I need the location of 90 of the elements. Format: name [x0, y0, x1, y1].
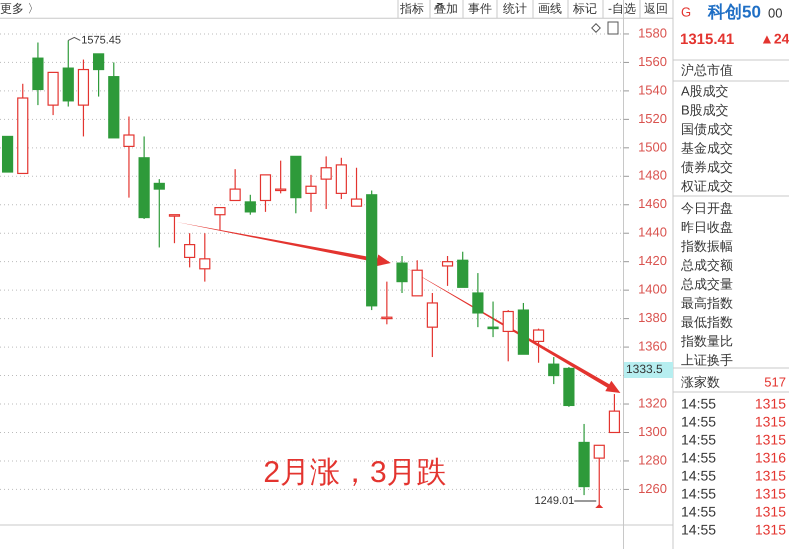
candlestick: [320, 156, 332, 210]
y-tick-label: 1260: [638, 480, 667, 496]
candlestick: [396, 255, 408, 294]
text: 指数振幅: [680, 238, 733, 254]
candlestick: [350, 167, 362, 207]
text: 总成交额: [680, 257, 733, 272]
y-tick-label: 1540: [638, 82, 667, 98]
y-tick-label: 1320: [638, 395, 667, 410]
candlestick: [381, 281, 392, 325]
text: 标记: [572, 2, 597, 16]
y-tick-label: 1420: [638, 253, 667, 268]
text: 517: [764, 374, 786, 390]
text: 最高指数: [681, 295, 733, 310]
y-tick-label: 1380: [638, 310, 667, 326]
text: 指数量比: [680, 333, 733, 348]
candlestick: [502, 309, 514, 362]
annotation: 1249.01: [534, 494, 574, 507]
text: G: [681, 4, 692, 20]
candlestick: [275, 160, 286, 194]
text: 画线: [538, 2, 562, 16]
text: 指标: [399, 2, 424, 16]
text: A股成交: [681, 83, 729, 98]
candlestick: [184, 232, 196, 268]
text: 1315: [754, 396, 786, 412]
text: 14:55: [681, 450, 716, 466]
text: 权证成交: [680, 178, 733, 194]
text: 14:55: [681, 414, 716, 430]
text: 1315: [754, 468, 786, 484]
y-tick-label: 1300: [638, 424, 667, 439]
y-tick-label: 1580: [638, 25, 667, 40]
text: 1315.41: [680, 30, 734, 48]
text: 更多 〉: [0, 2, 40, 16]
candlestick: [244, 194, 256, 216]
text: 14:55: [681, 432, 716, 448]
text: 1333.5: [626, 362, 664, 376]
text: 1315: [754, 522, 786, 538]
candlestick: [168, 214, 180, 244]
text: 上证换手: [681, 352, 733, 368]
y-tick-label: 1480: [638, 168, 667, 183]
text: ▲24: [760, 30, 789, 47]
annotation: 1575.45: [81, 34, 122, 46]
text: 1315: [754, 504, 786, 520]
text: 1315: [754, 432, 786, 448]
y-tick-label: 1360: [638, 338, 667, 354]
y-tick-label: 1460: [638, 196, 667, 212]
text: 叠加: [434, 2, 458, 16]
text: 债券成交: [681, 159, 733, 174]
candlestick: [442, 255, 454, 286]
candlestick: [608, 393, 620, 434]
text: 00: [768, 5, 782, 20]
text: 沪总市值: [681, 62, 733, 78]
text: 1315: [754, 414, 786, 430]
text: 14:55: [681, 468, 716, 484]
y-tick-label: 1500: [638, 139, 667, 154]
text: -自选: [608, 2, 636, 16]
candlestick: [154, 178, 165, 248]
y-tick-label: 1520: [638, 110, 667, 126]
candlestick: [532, 328, 544, 364]
annotation: 2月涨，3月跌: [263, 456, 447, 489]
text: 昨日收盘: [681, 219, 733, 234]
y-tick-label: 1440: [638, 224, 667, 240]
text: 最低指数: [681, 314, 733, 330]
text: 国债成交: [681, 121, 733, 136]
y-tick-label: 1280: [638, 452, 667, 468]
text: 14:55: [681, 396, 716, 412]
text: 1316: [754, 450, 786, 466]
candlestick: [214, 207, 226, 231]
candlestick: [305, 174, 317, 212]
text: 科创50: [707, 2, 761, 22]
y-tick-label: 1560: [638, 54, 667, 69]
text: 涨家数: [681, 374, 720, 390]
candlestick: [472, 272, 484, 328]
text: 1315: [754, 486, 786, 502]
text: 今日开盘: [681, 200, 733, 216]
candlestick: [548, 356, 560, 385]
text: B股成交: [681, 102, 729, 118]
text: 14:55: [681, 486, 716, 502]
y-tick-label: 1400: [638, 282, 667, 297]
text: 基金成交: [681, 140, 733, 156]
text: 事件: [468, 2, 492, 16]
text: 总成交量: [680, 276, 733, 292]
candlestick: [123, 116, 135, 198]
text: 14:55: [681, 504, 716, 520]
candlestick: [199, 232, 210, 282]
text: 统计: [503, 2, 527, 16]
text: 返回: [644, 2, 668, 16]
candlestick: [93, 53, 104, 98]
candlestick: [230, 168, 241, 202]
text: 14:55: [681, 522, 716, 538]
candlestick: [487, 300, 499, 338]
